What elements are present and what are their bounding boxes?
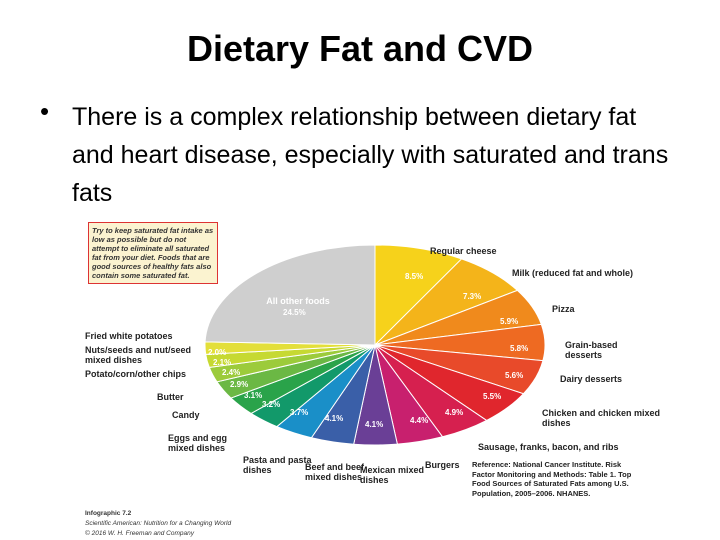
category-label: Potato/corn/other chips <box>85 369 187 379</box>
category-label: Butter <box>157 392 184 402</box>
value-label: 4.9% <box>445 408 464 417</box>
category-label: Burgers <box>425 460 460 470</box>
category-label: Chicken and chicken mixed dishes <box>542 408 661 428</box>
value-label: 2.4% <box>222 368 241 377</box>
category-label: Dairy desserts <box>560 374 623 384</box>
value-label: 3.1% <box>244 391 263 400</box>
value-label: 4.4% <box>410 416 429 425</box>
value-label: 2.0% <box>208 348 227 357</box>
category-label: Regular cheese <box>430 246 497 256</box>
category-label: All other foods <box>266 296 330 306</box>
value-label: 5.5% <box>483 392 502 401</box>
value-label: 5.6% <box>505 371 524 380</box>
value-label: 4.1% <box>365 420 384 429</box>
value-label: 3.2% <box>262 400 281 409</box>
bullet-text: There is a complex relationship between … <box>72 103 669 207</box>
reference: Reference: National Cancer Institute. Ri… <box>472 460 632 498</box>
pie-slice <box>204 244 376 346</box>
category-label: Milk (reduced fat and whole) <box>512 268 634 278</box>
slide-title: Dietary Fat and CVD <box>186 28 534 69</box>
value-label: 7.3% <box>463 292 482 301</box>
bullet-marker: • <box>40 96 50 126</box>
credit: Infographic 7.2 <box>85 510 132 517</box>
category-label: Sausage, franks, bacon, and ribs <box>478 442 619 452</box>
value-label: 5.8% <box>510 344 529 353</box>
pie-slice <box>374 244 463 347</box>
category-label: Nuts/seeds and nut/seed mixed dishes <box>85 345 192 365</box>
value-label: 8.5% <box>405 272 424 281</box>
credit: © 2016 W. H. Freeman and Company <box>85 530 194 537</box>
category-label: Pasta and pasta dishes <box>243 455 312 475</box>
category-label: Eggs and egg mixed dishes <box>168 433 228 453</box>
value-label: 5.9% <box>500 317 519 326</box>
value-label: 24.5% <box>283 308 306 317</box>
note: Try to keep saturated fat intake as low … <box>88 222 218 284</box>
category-label: Grain-based desserts <box>565 340 618 360</box>
value-label: 2.1% <box>213 358 232 367</box>
category-label: Candy <box>172 410 200 420</box>
category-label: Beef and beef mixed dishes <box>305 462 365 482</box>
category-label: Pizza <box>552 304 575 314</box>
value-label: 4.1% <box>325 414 344 423</box>
value-label: 3.7% <box>290 408 309 417</box>
category-label: Mexican mixed dishes <box>360 465 425 485</box>
category-label: Fried white potatoes <box>85 331 173 341</box>
credit: Scientific American: Nutrition for a Cha… <box>85 520 232 527</box>
value-label: 2.9% <box>230 380 249 389</box>
